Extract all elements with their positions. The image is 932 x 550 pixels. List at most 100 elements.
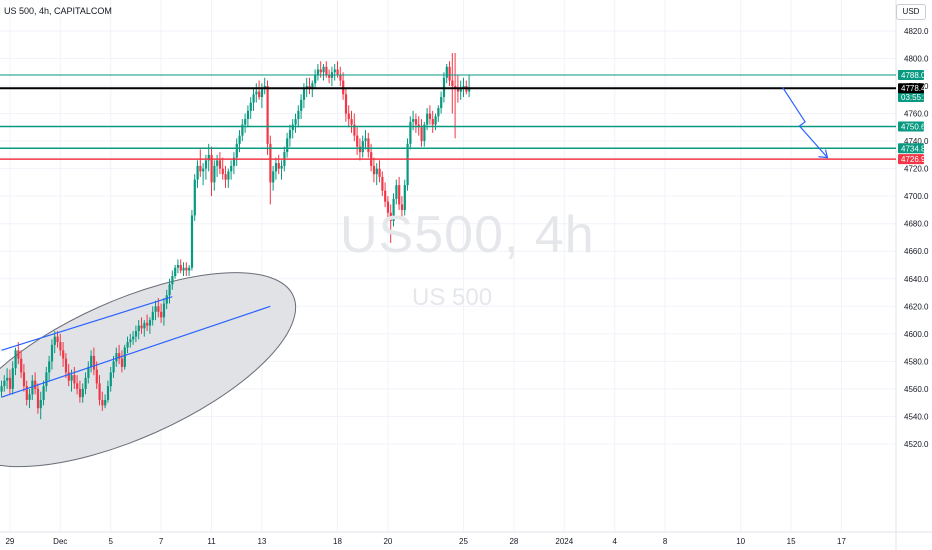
candle	[17, 342, 20, 365]
candle-body	[294, 119, 297, 125]
candle-body	[400, 204, 404, 210]
candle-body	[123, 347, 126, 367]
candle-body	[31, 380, 34, 395]
price-tag-bg	[898, 121, 924, 132]
candle-body	[213, 165, 216, 183]
candle	[246, 105, 250, 128]
candle-body	[179, 265, 182, 271]
candle	[269, 135, 272, 205]
candle	[400, 196, 404, 219]
candle-body	[84, 377, 87, 389]
candle	[232, 152, 236, 175]
ellipse-drawing[interactable]	[0, 233, 321, 506]
candle	[372, 157, 376, 183]
price-tag-label: 4726.9	[901, 155, 926, 164]
candle-body	[227, 171, 230, 180]
candle	[84, 372, 87, 395]
candle-body	[143, 322, 146, 329]
projection-arrow[interactable]	[782, 87, 829, 159]
candle	[25, 380, 28, 406]
price-tick-label: 4640.0	[904, 275, 929, 284]
candle-body	[258, 91, 261, 98]
candle-body	[428, 113, 432, 120]
candle	[45, 366, 48, 392]
candle	[213, 160, 216, 191]
candle	[123, 344, 126, 370]
candle-body	[115, 353, 118, 362]
candle	[67, 364, 70, 387]
candle-body	[269, 143, 272, 183]
time-tick-label: 17	[837, 537, 846, 546]
candle	[342, 72, 345, 100]
candle-body	[358, 146, 362, 153]
candle-body	[95, 369, 98, 384]
candle	[90, 350, 93, 373]
candle-body	[448, 66, 451, 81]
candle	[277, 154, 280, 175]
time-tick-label: 29	[5, 537, 14, 546]
price-tick-label: 4620.0	[904, 302, 929, 311]
candle-body	[224, 174, 227, 180]
candle-body	[266, 86, 269, 144]
candle-body	[109, 372, 112, 387]
candle	[92, 347, 96, 376]
candle	[36, 383, 40, 414]
channel-line	[1, 296, 173, 351]
candle	[308, 77, 311, 95]
currency-button[interactable]: USD	[896, 4, 926, 20]
price-tick-label: 4560.0	[904, 385, 929, 394]
price-tag-label: 4788.0	[901, 71, 926, 80]
candle	[216, 154, 219, 177]
horizontal-levels[interactable]	[0, 74, 896, 160]
price-tag-bg	[898, 83, 924, 94]
candle-body	[333, 69, 336, 73]
candle	[193, 174, 196, 221]
candle-body	[185, 267, 188, 271]
candle-body	[45, 372, 48, 387]
candle	[398, 176, 401, 210]
candle	[171, 270, 174, 290]
candle-body	[39, 399, 42, 409]
candle-body	[431, 119, 434, 125]
candle-body	[20, 358, 23, 373]
candle-body	[8, 377, 12, 389]
arrow-head	[818, 149, 829, 159]
candle	[437, 105, 440, 122]
channel-lines[interactable]	[1, 296, 271, 398]
candle-body	[118, 353, 121, 359]
candle-body	[389, 212, 392, 221]
price-tick-label: 4600.0	[904, 330, 929, 339]
candle-body	[137, 325, 140, 332]
candle-body	[420, 127, 423, 142]
candle	[414, 113, 418, 133]
candle-body	[456, 88, 460, 92]
candle	[445, 64, 448, 84]
candle-body	[140, 325, 143, 329]
candle	[78, 380, 82, 403]
candle	[39, 391, 42, 420]
candle-body	[328, 75, 331, 78]
candle-body	[414, 119, 418, 125]
price-tag-label: 4750.6	[901, 123, 926, 132]
candle	[224, 165, 227, 188]
candle	[62, 342, 65, 367]
candle	[451, 52, 454, 114]
candle	[459, 80, 462, 100]
candle	[274, 157, 278, 180]
candle	[154, 300, 157, 321]
candle-body	[193, 179, 196, 216]
time-axis[interactable]: 29 Dec 5 7 11 13 18 20 25 28 2024 4 8 10 15 17	[5, 537, 846, 546]
candle-body	[0, 386, 3, 392]
price-tag-label: 4778.4	[901, 84, 926, 93]
candle	[143, 320, 146, 337]
candle-body	[241, 124, 244, 136]
candle-body	[386, 201, 390, 213]
candle	[356, 127, 359, 155]
candle	[330, 66, 334, 87]
candle	[316, 64, 320, 81]
time-tick-label: 4	[612, 537, 617, 546]
candle-body	[3, 380, 6, 387]
candle-body	[280, 165, 283, 169]
candle-body	[297, 110, 300, 120]
